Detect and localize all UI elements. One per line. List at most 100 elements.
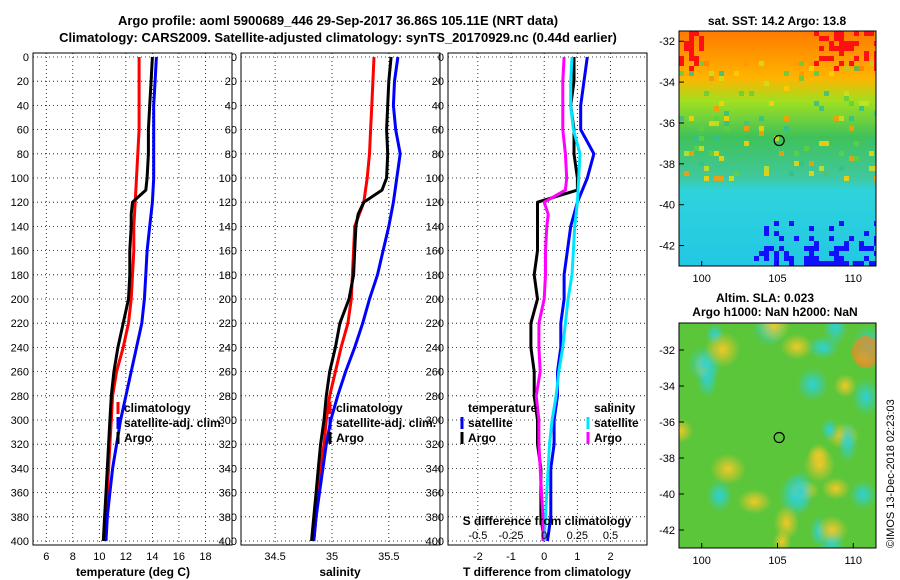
depth-tick-label: 140 (426, 221, 444, 233)
depth-tick-label: 320 (426, 439, 444, 451)
s-diff-tick-label: -0.25 (498, 530, 523, 542)
sst-pixel (819, 141, 824, 146)
sst-pixel (754, 256, 759, 261)
sst-pixel (844, 66, 849, 71)
sst-pixel (759, 116, 764, 121)
depth-tick-label: 20 (225, 76, 237, 88)
sst-pixel (804, 146, 809, 151)
sst-pixel (784, 116, 789, 121)
depth-tick-label: 40 (17, 100, 29, 112)
depth-tick-label: 280 (219, 391, 237, 403)
sst-pixel (679, 61, 684, 66)
sst-pixel (864, 101, 869, 106)
depth-tick-label: 60 (225, 125, 237, 137)
sst-pixel (759, 251, 764, 256)
sst-pixel (839, 31, 844, 36)
sst-pixel (814, 101, 819, 106)
s-diff-tick-label: 0 (541, 530, 547, 542)
title-line-2: Climatology: CARS2009. Satellite-adjuste… (59, 30, 617, 45)
depth-tick-label: 240 (426, 342, 444, 354)
sst-pixel (874, 66, 876, 71)
salinity-series-line (312, 56, 376, 542)
sst-pixel (769, 101, 774, 106)
sla-heatmap (679, 323, 876, 548)
sst-pixel (849, 236, 854, 241)
temperature-series-line (101, 56, 154, 542)
sst-pixel (819, 261, 824, 266)
sst-pixel (709, 121, 714, 126)
sst-pixel (714, 121, 719, 126)
sst-pixel (784, 71, 789, 76)
sst-pixel (789, 256, 794, 261)
sst-pixel (764, 81, 769, 86)
sst-pixel (859, 246, 864, 251)
depth-tick-label: 340 (219, 463, 237, 475)
depth-tick-label: 380 (219, 512, 237, 524)
salinity-panel-frame (240, 52, 441, 546)
sla-blob (815, 515, 849, 545)
depth-tick-label: 340 (11, 463, 29, 475)
sst-pixel (829, 251, 834, 256)
map-y-tick-label: -42 (659, 241, 675, 253)
sst-pixel (854, 31, 859, 36)
sst-pixel (699, 36, 704, 41)
sst-pixel (839, 51, 844, 56)
sst-pixel (814, 256, 819, 261)
depth-tick-label: 200 (11, 294, 29, 306)
sst-pixel (849, 101, 854, 106)
sst-pixel (869, 61, 874, 66)
sst-pixel (834, 261, 839, 266)
sst-pixel (864, 56, 869, 61)
sst-pixel (874, 261, 876, 266)
sst-pixel (824, 141, 829, 146)
legend-temperature-heading: temperature (468, 401, 538, 415)
sst-pixel (854, 141, 859, 146)
sst-pixel (699, 126, 704, 131)
map-y-tick-label: -32 (659, 345, 675, 357)
argo-position-marker (773, 431, 785, 444)
sst-pixel (824, 261, 829, 266)
sst-pixel (874, 166, 876, 171)
sst-pixel (799, 161, 804, 166)
sst-pixel (814, 31, 819, 36)
difference-x-tick-label: 1 (574, 551, 580, 563)
sst-pixel (774, 256, 779, 261)
depth-tick-label: 160 (11, 246, 29, 258)
sst-pixel (839, 41, 844, 46)
sla-blob (710, 453, 746, 485)
sst-pixel (804, 261, 809, 266)
depth-tick-label: 400 (426, 536, 444, 548)
sst-pixel (844, 176, 849, 181)
sst-map-title: sat. SST: 14.2 Argo: 13.8 (708, 14, 847, 28)
difference-salinity-legend: salinity satellite Argo (586, 401, 639, 445)
sst-pixel (694, 61, 699, 66)
sst-pixel (764, 251, 769, 256)
legend-climatology-label: climatology (336, 401, 403, 415)
sst-pixel (829, 71, 834, 76)
sst-pixel (829, 261, 834, 266)
sst-pixel (704, 166, 709, 171)
sst-pixel (699, 41, 704, 46)
sst-pixel (684, 151, 689, 156)
sla-blob (807, 443, 830, 468)
depth-tick-label: 240 (11, 342, 29, 354)
depth-tick-label: 320 (219, 439, 237, 451)
sst-pixel (774, 221, 779, 226)
legend-salinity-heading: salinity (594, 401, 636, 415)
depth-tick-label: 40 (432, 100, 444, 112)
sst-pixel (834, 256, 839, 261)
temperature-x-tick-label: 8 (70, 551, 76, 563)
depth-tick-label: 60 (17, 125, 29, 137)
sst-pixel (789, 221, 794, 226)
depth-tick-label: 400 (219, 536, 237, 548)
sst-pixel (849, 61, 854, 66)
sst-pixel (869, 261, 874, 266)
sst-pixel (714, 176, 719, 181)
depth-tick-label: 380 (11, 512, 29, 524)
sst-pixel (819, 46, 824, 51)
imos-credit: ©IMOS 13-Dec-2018 02:23:03 (885, 399, 897, 548)
map-y-tick-label: -34 (659, 77, 675, 89)
sst-pixel (809, 226, 814, 231)
sst-pixel (864, 246, 869, 251)
temperature-x-tick-label: 16 (173, 551, 185, 563)
